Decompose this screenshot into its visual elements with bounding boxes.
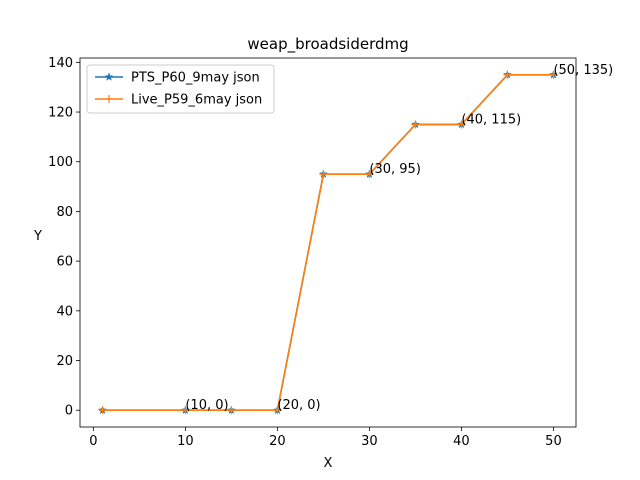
point-annotation: (50, 135): [553, 63, 613, 78]
y-tick-label: 80: [56, 205, 73, 220]
y-tick-label: 140: [48, 56, 73, 71]
y-tick-label: 120: [48, 106, 73, 121]
y-tick-label: 60: [56, 255, 73, 270]
point-annotation: (10, 0): [185, 398, 228, 413]
legend-box: [86, 64, 275, 114]
axes-frame: [79, 57, 577, 428]
chart-title: weap_broadsiderdmg: [247, 35, 408, 54]
point-annotation: (30, 95): [369, 162, 421, 177]
x-tick-label: 30: [361, 434, 378, 449]
x-tick-label: 10: [177, 434, 194, 449]
series-line-2: [102, 73, 554, 412]
legend-marker-star: [104, 72, 114, 81]
y-tick-label: 40: [56, 304, 73, 319]
x-tick-label: 40: [453, 434, 470, 449]
point-annotation: (40, 115): [461, 112, 521, 127]
x-tick-label: 0: [89, 434, 97, 449]
plot-area: 0 10 20 30 40 50 0 20 40 60 80 100 120 140 (10, 0) (20,…: [48, 56, 613, 449]
x-tick-label: 20: [269, 434, 286, 449]
y-axis-label: Y: [33, 229, 42, 244]
legend-entry-2: Live_P59_6may json: [131, 93, 262, 108]
legend-entry-1: PTS_P60_9may json: [131, 71, 260, 86]
y-tick-label: 0: [65, 404, 73, 419]
x-axis-label: X: [324, 456, 333, 471]
point-annotation: (20, 0): [277, 398, 320, 413]
x-tick-label: 50: [545, 434, 562, 449]
y-tick-label: 20: [56, 354, 73, 369]
y-tick-label: 100: [48, 155, 73, 170]
